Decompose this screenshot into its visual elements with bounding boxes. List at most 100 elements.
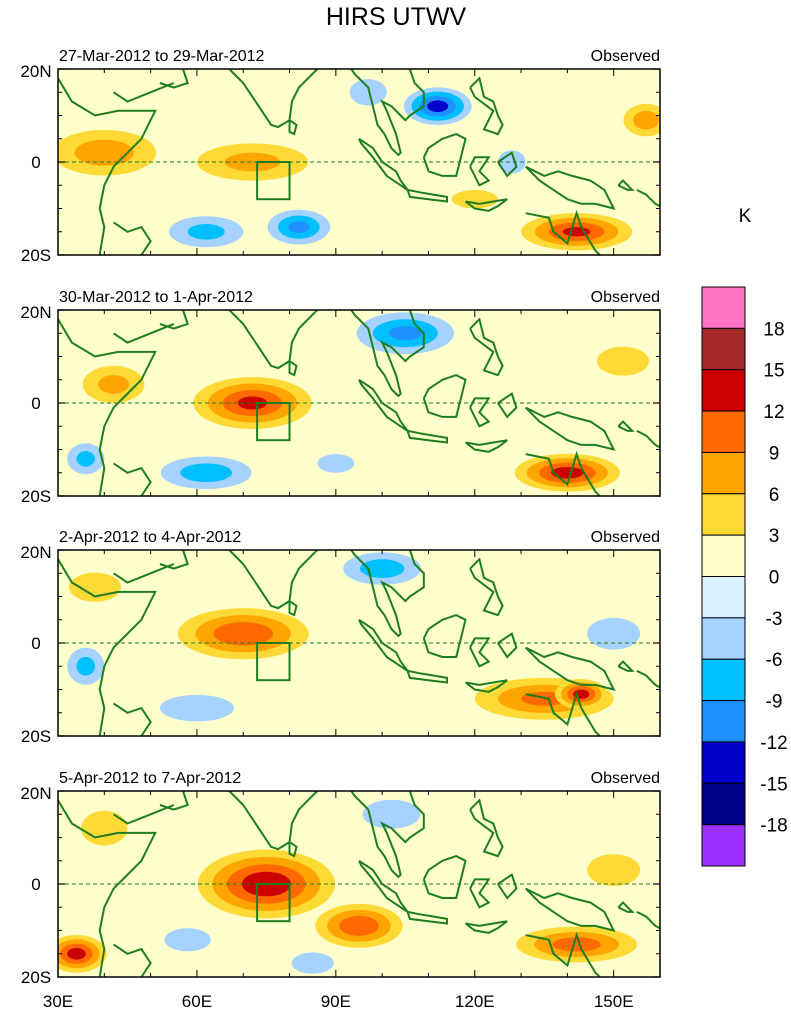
anomaly-contour: [237, 396, 268, 410]
coastline: [497, 873, 518, 900]
coastline: [288, 360, 298, 377]
colorbar-swatch: [701, 741, 746, 784]
colorbar-level-label: -6: [766, 650, 783, 671]
coastline: [58, 77, 157, 255]
anomaly-contour: [349, 78, 387, 106]
coastline: [636, 670, 660, 689]
colorbar-swatch: [701, 824, 746, 867]
coastline: [228, 791, 319, 851]
coastline: [497, 632, 518, 659]
coastline: [469, 397, 491, 428]
colorbar-swatch: [701, 658, 746, 702]
coastline: [636, 189, 660, 208]
anomaly-contour: [213, 622, 273, 646]
coastline: [525, 450, 601, 496]
anomaly-contour: [74, 139, 134, 166]
anomaly-contour: [180, 463, 233, 483]
colorbar-level-label: 18: [763, 319, 784, 340]
coastline: [469, 878, 491, 909]
coastline: [159, 550, 189, 570]
coastline: [406, 429, 448, 444]
anomaly-contour: [451, 189, 498, 209]
colorbar-swatch: [701, 451, 746, 495]
anomaly-contour: [359, 559, 405, 578]
coastlines: [58, 310, 660, 496]
colorbar-unit-label: K: [739, 206, 752, 227]
lat-tick-label: 0: [31, 634, 40, 653]
lat-tick-label: 0: [31, 394, 40, 413]
map-panel-4: 5-Apr-2012 to 7-Apr-2012 Observed 20N 0 20S: [20, 770, 661, 987]
panel-period: 5-Apr-2012 to 7-Apr-2012: [59, 770, 241, 787]
lat-tick-label: 20S: [21, 487, 51, 506]
lat-tick-label: 0: [31, 875, 40, 894]
coastline: [464, 679, 508, 693]
coastline: [58, 558, 157, 736]
coastline: [524, 887, 616, 932]
anomaly-contour: [159, 694, 234, 722]
coastline: [288, 119, 298, 136]
coastline: [406, 669, 448, 684]
lat-tick-label: 20S: [21, 968, 51, 987]
region-box: [256, 161, 291, 201]
panel-period: 27-Mar-2012 to 29-Mar-2012: [59, 48, 265, 65]
coastline: [350, 791, 425, 879]
anomaly-contour: [362, 799, 421, 829]
lat-tick-label: 20N: [20, 62, 51, 81]
coastline: [469, 76, 504, 136]
colorbar-level-label: 9: [769, 443, 780, 464]
panel-label: Observed: [591, 770, 660, 787]
lon-tick-label: 30E: [43, 992, 73, 1011]
anomaly-contour: [164, 928, 211, 952]
colorbar-swatch: [701, 700, 746, 743]
coastline: [113, 702, 152, 736]
coastline: [228, 550, 319, 610]
coastline: [524, 165, 616, 211]
colorbar-swatch: [701, 286, 746, 329]
coastline: [524, 646, 616, 691]
coastline: [524, 406, 616, 451]
colorbar-swatch: [701, 576, 746, 619]
coastline: [113, 943, 152, 977]
panel-period: 30-Mar-2012 to 1-Apr-2012: [59, 289, 253, 306]
coastline: [617, 420, 635, 432]
colorbar: K 18 15 12 9 6 3 0 -3 -6 -9 -12 -15 -18: [701, 206, 788, 867]
coastline: [469, 798, 504, 858]
anomaly-contour: [224, 152, 281, 172]
coastline: [497, 151, 518, 178]
coastline: [113, 563, 175, 584]
anomaly-contour: [587, 854, 641, 886]
coastline: [617, 901, 635, 913]
coastline: [469, 557, 504, 617]
colorbar-level-label: 3: [769, 526, 780, 547]
anomaly-contour: [81, 810, 128, 846]
anomaly-contour: [76, 451, 96, 467]
coastline: [113, 462, 152, 496]
colorbar-swatch: [701, 410, 746, 453]
coastline: [617, 660, 635, 672]
coastline: [406, 188, 448, 203]
coastline: [525, 931, 601, 977]
colorbar-level-label: -12: [760, 733, 787, 754]
coastline: [113, 804, 175, 825]
coastline: [464, 920, 508, 934]
map-panel-3: 2-Apr-2012 to 4-Apr-2012 Observed 20N 0 20S: [20, 529, 661, 746]
anomaly-contour: [427, 100, 449, 113]
colorbar-swatch: [701, 369, 746, 412]
anomaly-contour: [76, 656, 96, 676]
anomaly-contour: [291, 952, 334, 974]
coastline: [288, 841, 298, 858]
lon-tick-label: 120E: [455, 992, 495, 1011]
anomaly-contour: [596, 346, 650, 376]
lon-tick-label: 150E: [594, 992, 634, 1011]
panels: 27-Mar-2012 to 29-Mar-2012 Observed 20N 0 20…: [20, 48, 661, 1011]
coastline: [228, 310, 319, 370]
lat-tick-label: 20N: [20, 784, 51, 803]
coastline: [636, 430, 660, 449]
coastline: [636, 911, 660, 930]
coastline: [406, 910, 448, 925]
coastline: [464, 439, 508, 453]
anomaly-contour: [288, 221, 310, 233]
coastline: [469, 317, 504, 377]
coastline: [350, 69, 425, 157]
